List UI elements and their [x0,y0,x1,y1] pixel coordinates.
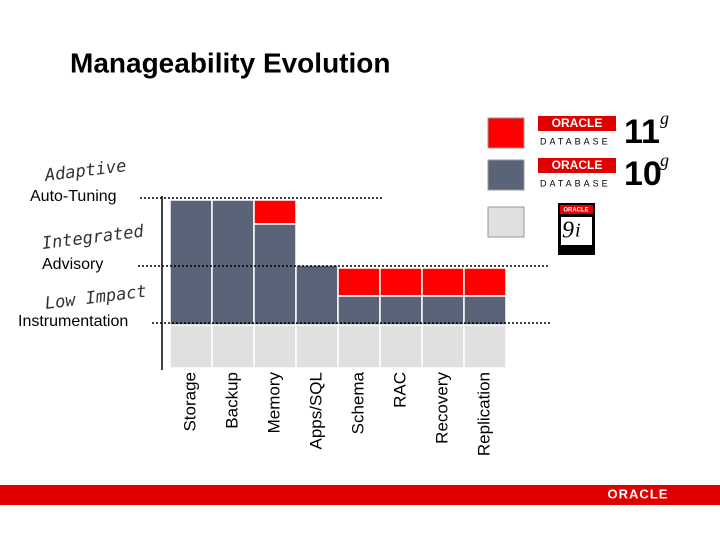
logo-version: 9 [562,218,574,244]
base-segment [253,324,297,369]
level-title: Adaptive [43,156,128,186]
bar-segment [337,295,381,326]
slide-title: Manageability Evolution [70,47,390,78]
bar-segment [463,295,507,326]
logo-brand-bg [538,116,616,131]
bar-segment [253,223,297,326]
logo-suffix: g [660,108,669,128]
label-bg [28,188,134,206]
logo-brand: ORACLE [552,158,603,172]
level-title: Low Impact [44,282,148,314]
logo-brand: ORACLE [563,208,588,214]
logo-brand: ORACLE [552,116,603,130]
bar-segment [253,199,297,225]
base-segment [379,324,423,369]
level-label: Advisory [42,256,103,273]
base-segment [295,324,339,369]
bar-segment [169,199,213,326]
base-segment [211,324,255,369]
base-segment [169,324,213,369]
category-label: Memory [264,372,283,434]
footer-bar [0,485,720,505]
logo-version: 11 [624,113,660,151]
label-bg [40,256,120,274]
level-label: Auto-Tuning [30,188,117,205]
base-segment [421,324,465,369]
bar-segment [337,267,381,297]
logo-version: 10 [624,155,662,193]
label-bg [16,313,150,331]
category-label: Replication [474,372,493,456]
category-label: Storage [180,372,199,432]
bar-segment [211,199,255,326]
category-label: Recovery [432,372,451,444]
logo-suffix: i [575,220,581,242]
base-segment [463,324,507,369]
logo-face [561,217,592,245]
category-label: Apps/SQL [306,372,325,450]
legend-swatch [487,117,525,149]
bar-segment [379,267,423,297]
logo-suffix: g [660,150,669,170]
category-label: RAC [390,372,409,408]
legend-swatch [487,159,525,191]
bar-segment [463,267,507,297]
footer-brand: ORACLE [608,486,669,501]
bar-segment [421,267,465,297]
logo-brand-bg [560,205,593,214]
bar-segment [421,295,465,326]
category-label: Schema [348,371,367,434]
category-label: Backup [222,372,241,429]
legend-swatch [487,206,525,238]
logo-brand-bg [538,158,616,173]
level-label: Instrumentation [18,313,128,330]
logo-product: DATABASE [540,136,611,146]
base-segment [337,324,381,369]
bar-segment [295,264,339,326]
level-title: Integrated [41,222,146,254]
bar-segment [379,295,423,326]
logo-product: DATABASE [540,178,611,188]
